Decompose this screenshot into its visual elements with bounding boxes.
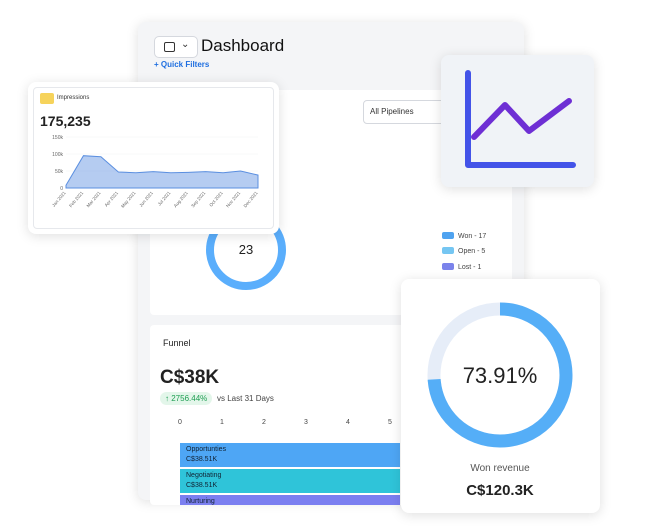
x-tick-label: Oct 2021 bbox=[208, 190, 224, 208]
impressions-chart: 0 50k 100k 150k Jan 2021 Feb 2021 Mar 2021 Apr … bbox=[51, 135, 260, 209]
funnel-axis-label: 3 bbox=[304, 419, 308, 426]
funnel-axis: 0 1 2 3 4 5 bbox=[150, 419, 512, 431]
impressions-total: 175,235 bbox=[40, 113, 91, 129]
funnel-title: Funnel bbox=[163, 338, 191, 348]
view-button[interactable]: ⌄ bbox=[154, 36, 198, 58]
stage-name: Opportunties bbox=[186, 446, 227, 453]
impressions-inner bbox=[33, 87, 274, 229]
chart-icon-card bbox=[441, 55, 594, 187]
funnel-axis-label: 0 bbox=[178, 419, 182, 426]
x-tick-label: Feb 2021 bbox=[68, 190, 84, 208]
legend-swatch bbox=[442, 247, 454, 254]
x-tick-label: May 2021 bbox=[120, 190, 137, 209]
won-revenue-card: 73.91% Won revenue C$120.3K bbox=[401, 279, 600, 513]
funnel-axis-label: 5 bbox=[388, 419, 392, 426]
funnel-axis-label: 4 bbox=[346, 419, 350, 426]
x-tick-label: Apr 2021 bbox=[104, 190, 120, 208]
donut-center: 23 bbox=[239, 242, 253, 257]
legend-swatch bbox=[442, 232, 454, 239]
stage-value: C$38.51K bbox=[186, 482, 218, 489]
stage-name: Nurturing bbox=[186, 498, 215, 505]
x-tick-label: Nov 2021 bbox=[225, 190, 242, 208]
won-percent: 73.91% bbox=[463, 363, 538, 388]
legend-label: Lost - 1 bbox=[458, 264, 481, 271]
gauge-arc bbox=[427, 302, 573, 448]
icon-axes bbox=[465, 70, 576, 168]
funnel-bar: Nurturing bbox=[180, 495, 400, 505]
funnel-value: C$38K bbox=[160, 367, 220, 388]
stage-name: Negotiating bbox=[186, 472, 222, 479]
legend-label: Won - 17 bbox=[458, 233, 486, 240]
chart-icon bbox=[465, 70, 576, 168]
y-tick-label: 0 bbox=[60, 186, 63, 192]
funnel-bar: Negotiating C$38.51K bbox=[180, 469, 400, 493]
impressions-card: Impressions 175,235 0 50k 100k 150k Jan 2021… bbox=[28, 82, 279, 234]
view-icon bbox=[164, 42, 175, 52]
funnel-axis-label: 2 bbox=[262, 419, 266, 426]
won-revenue-gauge: 73.91% Won revenue C$120.3K bbox=[427, 302, 573, 499]
change-badge: ↑ 2756.44% bbox=[160, 392, 213, 405]
impressions-label: Impressions bbox=[57, 95, 90, 101]
compare-text: vs Last 31 Days bbox=[217, 394, 274, 403]
stage-value: C$38.51K bbox=[186, 456, 218, 463]
x-tick-label: Aug 2021 bbox=[173, 190, 190, 208]
x-tick-label: Mar 2021 bbox=[86, 190, 102, 208]
area bbox=[65, 155, 259, 189]
y-tick-label: 150k bbox=[52, 135, 63, 141]
x-tick-label: Jun 2021 bbox=[138, 190, 154, 208]
icon-line bbox=[471, 98, 572, 140]
pipeline-select-text: All Pipelines bbox=[370, 107, 414, 116]
funnel-bar: Opportunties C$38.51K bbox=[180, 443, 400, 467]
x-tick-label: Jan 2021 bbox=[51, 190, 67, 208]
dashboard-title: Dashboard bbox=[201, 36, 285, 55]
quick-filters[interactable]: + Quick Filters bbox=[154, 60, 210, 69]
won-label: Won revenue bbox=[470, 463, 530, 474]
x-tick-label: Sep 2021 bbox=[190, 190, 207, 208]
y-tick-label: 50k bbox=[55, 169, 64, 175]
funnel-axis-label: 1 bbox=[220, 419, 224, 426]
y-tick-label: 100k bbox=[52, 152, 63, 158]
won-amount: C$120.3K bbox=[466, 482, 534, 499]
x-tick-label: Dec 2021 bbox=[243, 190, 260, 208]
chevron: ⌄ bbox=[181, 39, 190, 50]
legend-label: Open - 5 bbox=[458, 248, 485, 255]
impressions-icon bbox=[40, 93, 54, 104]
x-tick-label: Jul 2021 bbox=[157, 190, 172, 207]
legend-swatch bbox=[442, 263, 454, 270]
